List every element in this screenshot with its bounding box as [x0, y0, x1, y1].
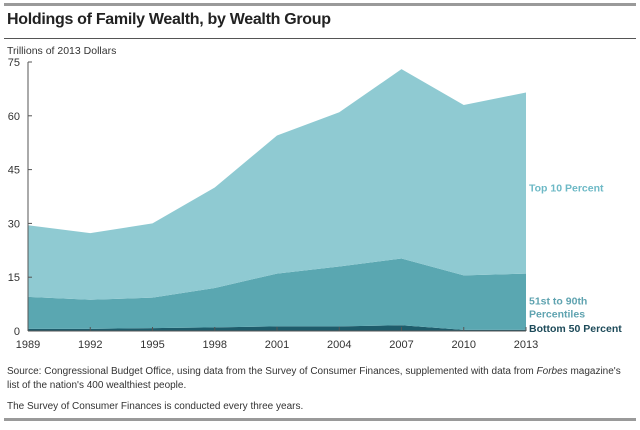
- title-rule: [4, 38, 636, 39]
- chart-title: Holdings of Family Wealth, by Wealth Gro…: [7, 11, 331, 28]
- footnote: The Survey of Consumer Finances is condu…: [7, 401, 304, 412]
- x-tick-label: 2013: [514, 339, 538, 351]
- top-rule: [4, 3, 636, 6]
- area-51st-to-90th-percentiles: [28, 258, 526, 330]
- source-note: Source: Congressional Budget Office, usi…: [7, 365, 632, 393]
- y-tick-label: 0: [14, 326, 20, 338]
- series-label-51-90: Percentiles: [529, 309, 585, 321]
- source-text-end: magazine's list of the nation's 400 weal…: [7, 366, 621, 391]
- y-tick-label: 60: [8, 111, 20, 123]
- x-tick-label: 1989: [16, 339, 40, 351]
- y-axis-label: Trillions of 2013 Dollars: [7, 45, 117, 57]
- x-tick-label: 2004: [327, 339, 351, 351]
- area-top-10-percent: [28, 69, 526, 300]
- x-tick-label: 2001: [265, 339, 289, 351]
- x-tick-label: 2007: [389, 339, 413, 351]
- x-tick-label: 1998: [203, 339, 227, 351]
- source-italic: Forbes: [536, 366, 568, 377]
- y-tick-label: 75: [8, 57, 20, 69]
- y-tick-label: 30: [8, 218, 20, 230]
- x-tick-label: 2010: [452, 339, 476, 351]
- source-text: Source: Congressional Budget Office, usi…: [7, 366, 537, 377]
- y-tick-label: 45: [8, 165, 20, 177]
- bottom-rule: [4, 418, 636, 421]
- series-label-bottom-50: Bottom 50 Percent: [529, 323, 622, 335]
- series-label-top-10: Top 10 Percent: [529, 183, 604, 195]
- x-tick-label: 1992: [78, 339, 102, 351]
- y-tick-label: 15: [8, 272, 20, 284]
- x-tick-label: 1995: [140, 339, 164, 351]
- area-chart: 0 15 30 45 60 75 1989 1992 1995 1998 2001 2004 2007 2…: [8, 57, 623, 351]
- series-label-51-90: 51st to 90th: [529, 296, 587, 308]
